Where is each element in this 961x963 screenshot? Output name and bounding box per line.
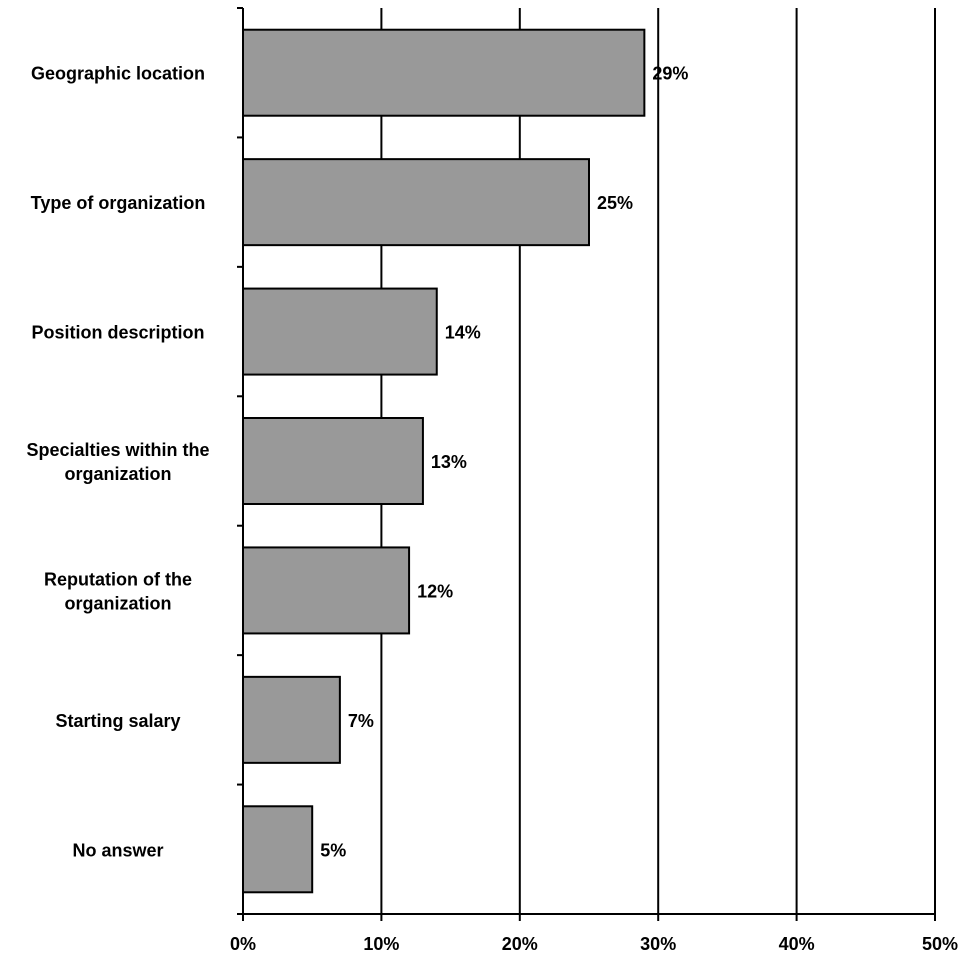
x-tick-label-10: 10% xyxy=(363,934,399,954)
x-tick-label-0: 0% xyxy=(230,934,256,954)
category-label-line: Geographic location xyxy=(31,64,205,84)
category-label-6: Starting salary xyxy=(55,711,180,731)
value-label-2: 25% xyxy=(597,193,633,213)
bar-6 xyxy=(242,675,341,764)
category-label-1: Geographic location xyxy=(31,64,205,84)
category-label-line: Type of organization xyxy=(31,193,206,213)
category-label-2: Type of organization xyxy=(31,193,206,213)
category-label-3: Position description xyxy=(31,323,204,343)
category-label-line: Starting salary xyxy=(55,711,180,731)
value-label-1: 29% xyxy=(652,64,688,84)
value-label-3: 14% xyxy=(445,323,481,343)
x-tick-label-20: 20% xyxy=(502,934,538,954)
value-label-4: 13% xyxy=(431,452,467,472)
category-label-line: Reputation of the xyxy=(44,569,192,589)
bar-5 xyxy=(242,546,411,635)
category-label-line: organization xyxy=(65,593,172,613)
category-label-7: No answer xyxy=(72,840,163,860)
category-label-5: Reputation of the organization xyxy=(44,569,192,613)
bar-2 xyxy=(242,158,590,247)
x-tick-label-30: 30% xyxy=(640,934,676,954)
bar-4 xyxy=(242,417,424,505)
bar-3 xyxy=(242,287,438,376)
category-label-line: No answer xyxy=(72,840,163,860)
value-label-5: 12% xyxy=(417,581,453,601)
category-label-4: Specialties within the organization xyxy=(26,440,209,484)
bar-7 xyxy=(242,805,314,894)
bar-1 xyxy=(242,28,646,117)
category-label-line: Position description xyxy=(31,323,204,343)
value-label-7: 5% xyxy=(320,840,346,860)
x-tick-label-50: 50% xyxy=(922,934,958,954)
category-label-line: organization xyxy=(65,464,172,484)
value-label-6: 7% xyxy=(348,711,374,731)
category-label-line: Specialties within the xyxy=(26,440,209,460)
x-tick-label-40: 40% xyxy=(779,934,815,954)
